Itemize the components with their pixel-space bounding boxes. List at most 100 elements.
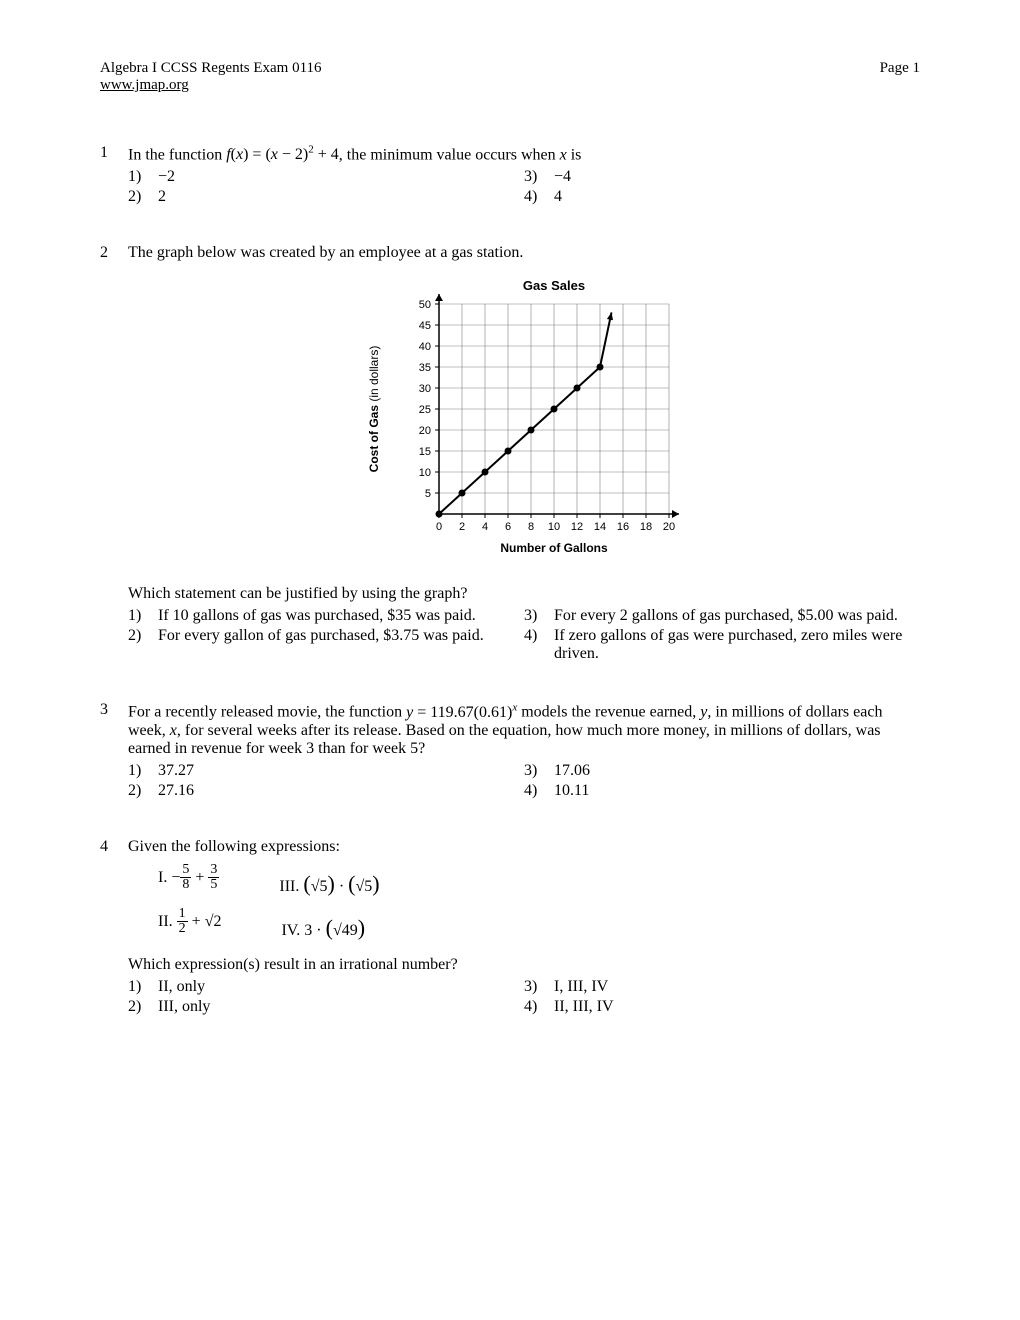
svg-text:10: 10 <box>548 521 560 533</box>
svg-text:20: 20 <box>663 521 675 533</box>
svg-text:12: 12 <box>571 521 583 533</box>
q1-text-pre: In the function <box>128 146 226 163</box>
q3-number: 3 <box>100 701 128 801</box>
question-4: 4 Given the following expressions: I. −5… <box>100 838 920 1018</box>
page-header: Algebra I CCSS Regents Exam 0116 www.jma… <box>100 60 920 94</box>
svg-text:14: 14 <box>594 521 606 533</box>
svg-text:15: 15 <box>419 446 431 458</box>
q2-opt3-num: 3) <box>524 607 554 625</box>
page-number: Page 1 <box>880 60 920 94</box>
svg-text:45: 45 <box>419 320 431 332</box>
q4-opt4-num: 4) <box>524 998 554 1016</box>
svg-text:10: 10 <box>419 467 431 479</box>
q4-options: 1)II, only 2)III, only 3)I, III, IV 4)II… <box>128 978 920 1018</box>
q3-pre: For a recently released movie, the funct… <box>128 704 406 721</box>
q3-post: , for several weeks after its release. B… <box>128 722 881 757</box>
header-link: www.jmap.org <box>100 77 322 94</box>
q3-x: x <box>170 722 177 739</box>
q4-expressions: I. −58 + 35 III. (√5) · (√5) II. 12 + √2… <box>158 862 920 950</box>
q3-opt4: 10.11 <box>554 782 920 800</box>
q1-opt3: −4 <box>554 168 920 186</box>
q3-formula: y = 119.67(0.61)x <box>406 704 517 721</box>
q1-opt4-num: 4) <box>524 188 554 206</box>
q2-opt3: For every 2 gallons of gas purchased, $5… <box>554 607 920 625</box>
svg-text:16: 16 <box>617 521 629 533</box>
svg-text:30: 30 <box>419 383 431 395</box>
svg-text:50: 50 <box>419 299 431 311</box>
q4-body: Given the following expressions: I. −58 … <box>128 838 920 1018</box>
q4-expr-I: I. −58 + 35 <box>158 862 219 906</box>
q2-opt4-num: 4) <box>524 627 554 663</box>
q4-opt3-num: 3) <box>524 978 554 996</box>
svg-text:Cost of Gas (in dollars): Cost of Gas (in dollars) <box>367 346 381 473</box>
q3-opt3-num: 3) <box>524 762 554 780</box>
q2-subtext: Which statement can be justified by usin… <box>128 585 920 603</box>
q3-options: 1)37.27 2)27.16 3)17.06 4)10.11 <box>128 762 920 802</box>
q2-chart: Gas Sales 0 2 4 6 8 10 12 14 16 18 20 5 10 15 20 25 30 35 4… <box>128 274 920 569</box>
question-3: 3 For a recently released movie, the fun… <box>100 701 920 801</box>
svg-text:Number of Gallons: Number of Gallons <box>500 541 608 555</box>
q2-opt1-num: 1) <box>128 607 158 625</box>
q4-number: 4 <box>100 838 128 1018</box>
q1-text-post: , the minimum value occurs when <box>339 146 560 163</box>
svg-text:6: 6 <box>505 521 511 533</box>
q3-opt2: 27.16 <box>158 782 524 800</box>
q3-opt2-num: 2) <box>128 782 158 800</box>
svg-text:5: 5 <box>425 488 431 500</box>
q1-var: x <box>560 146 567 163</box>
q4-expr-IV: IV. 3 · (√49) <box>281 906 365 950</box>
q1-opt1-num: 1) <box>128 168 158 186</box>
q2-opt1: If 10 gallons of gas was purchased, $35 … <box>158 607 524 625</box>
svg-text:25: 25 <box>419 404 431 416</box>
q4-opt2: III, only <box>158 998 524 1016</box>
q4-expr-III: III. (√5) · (√5) <box>279 862 379 906</box>
q3-opt1: 37.27 <box>158 762 524 780</box>
q4-opt3: I, III, IV <box>554 978 920 996</box>
q4-opt1-num: 1) <box>128 978 158 996</box>
svg-text:18: 18 <box>640 521 652 533</box>
gas-sales-chart: Gas Sales 0 2 4 6 8 10 12 14 16 18 20 5 10 15 20 25 30 35 4… <box>354 274 694 564</box>
q1-options: 1)−2 2)2 3)−4 4)4 <box>128 168 920 208</box>
q1-opt3-num: 3) <box>524 168 554 186</box>
q1-opt1: −2 <box>158 168 524 186</box>
q4-opt1: II, only <box>158 978 524 996</box>
q3-text: For a recently released movie, the funct… <box>128 701 920 757</box>
svg-text:0: 0 <box>436 521 442 533</box>
svg-text:Gas Sales: Gas Sales <box>523 278 585 293</box>
q1-number: 1 <box>100 144 128 208</box>
q3-opt1-num: 1) <box>128 762 158 780</box>
svg-text:35: 35 <box>419 362 431 374</box>
q2-body: The graph below was created by an employ… <box>128 244 920 665</box>
svg-text:20: 20 <box>419 425 431 437</box>
q4-subtext: Which expression(s) result in an irratio… <box>128 956 920 974</box>
q1-opt4: 4 <box>554 188 920 206</box>
q2-options: 1)If 10 gallons of gas was purchased, $3… <box>128 607 920 665</box>
q4-opt4: II, III, IV <box>554 998 920 1016</box>
header-left: Algebra I CCSS Regents Exam 0116 www.jma… <box>100 60 322 94</box>
q4-opt2-num: 2) <box>128 998 158 1016</box>
svg-text:40: 40 <box>419 341 431 353</box>
q1-end: is <box>567 146 582 163</box>
q2-number: 2 <box>100 244 128 665</box>
q3-mid: models the revenue earned, <box>517 704 700 721</box>
q1-body: In the function f(x) = (x − 2)2 + 4, the… <box>128 144 920 208</box>
q2-opt2: For every gallon of gas purchased, $3.75… <box>158 627 524 645</box>
q3-opt4-num: 4) <box>524 782 554 800</box>
question-2: 2 The graph below was created by an empl… <box>100 244 920 665</box>
q2-text: The graph below was created by an employ… <box>128 244 920 262</box>
q2-opt2-num: 2) <box>128 627 158 645</box>
svg-text:2: 2 <box>459 521 465 533</box>
q1-opt2-num: 2) <box>128 188 158 206</box>
exam-title: Algebra I CCSS Regents Exam 0116 <box>100 60 322 77</box>
q3-opt3: 17.06 <box>554 762 920 780</box>
q4-text: Given the following expressions: <box>128 838 920 856</box>
q4-expr-II: II. 12 + √2 <box>158 906 221 950</box>
q1-formula: f(x) = (x − 2)2 + 4 <box>226 146 339 163</box>
svg-text:4: 4 <box>482 521 488 533</box>
q1-text: In the function f(x) = (x − 2)2 + 4, the… <box>128 144 920 164</box>
q2-opt4: If zero gallons of gas were purchased, z… <box>554 627 920 663</box>
q1-opt2: 2 <box>158 188 524 206</box>
question-1: 1 In the function f(x) = (x − 2)2 + 4, t… <box>100 144 920 208</box>
q3-body: For a recently released movie, the funct… <box>128 701 920 801</box>
svg-text:8: 8 <box>528 521 534 533</box>
